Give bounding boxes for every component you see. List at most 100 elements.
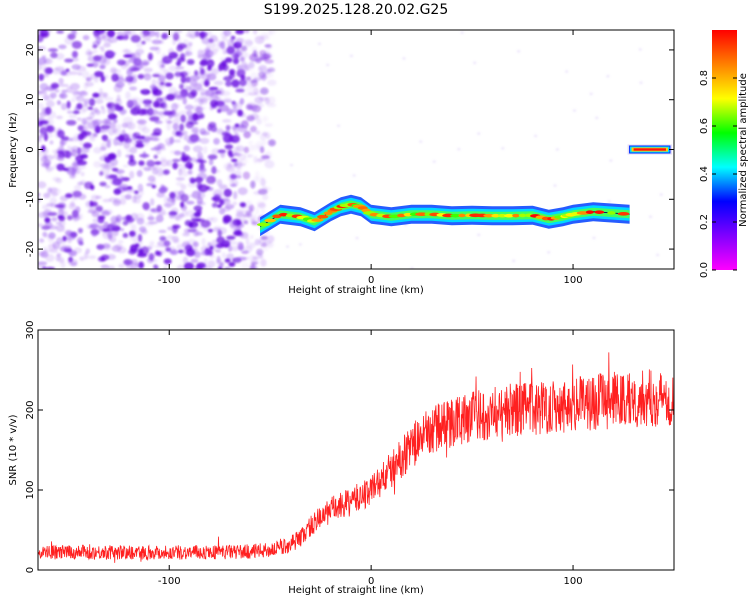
noise-blob: [55, 177, 63, 184]
noise-blob: [126, 149, 131, 153]
noise-blob: [224, 144, 234, 150]
signal-track-layer: [257, 144, 672, 237]
noise-blob: [163, 203, 173, 208]
noise-blob: [202, 145, 208, 154]
noise-blob: [193, 205, 203, 212]
noise-blob: [118, 240, 124, 244]
noise-blob: [130, 262, 140, 269]
noise-blob: [70, 97, 76, 103]
noise-blob: [78, 102, 86, 108]
noise-blob: [233, 160, 243, 169]
noise-blob: [137, 183, 144, 192]
noise-blob: [253, 155, 258, 164]
noise-blob: [246, 102, 257, 109]
noise-blob: [232, 107, 239, 114]
noise-blob: [250, 113, 259, 121]
noise-blob: [255, 90, 262, 97]
noise-blob: [63, 69, 72, 77]
noise-blob: [267, 96, 276, 105]
noise-blob: [185, 210, 196, 217]
noise-blob: [100, 264, 110, 269]
noise-blob: [168, 65, 178, 72]
noise-blob: [220, 151, 225, 157]
noise-blob: [197, 54, 208, 60]
noise-blob: [260, 208, 266, 214]
noise-blob: [190, 218, 202, 222]
noise-blob: [210, 216, 218, 223]
noise-blob: [256, 248, 264, 256]
noise-blob: [115, 214, 122, 223]
noise-blob: [236, 211, 244, 218]
noise-blob: [179, 71, 188, 77]
noise-blob: [241, 204, 247, 209]
noise-blob: [41, 204, 48, 210]
noise-blob: [257, 66, 263, 73]
noise-blob: [102, 198, 112, 203]
snr-frame: [37, 329, 675, 571]
noise-blob: [128, 57, 139, 64]
noise-blob: [221, 252, 227, 259]
noise-blob: [182, 39, 189, 45]
noise-blob: [60, 102, 67, 111]
noise-blob: [163, 103, 168, 111]
noise-blob: [254, 206, 260, 216]
noise-blob: [139, 73, 150, 77]
noise-blob: [127, 159, 137, 166]
noise-blob: [73, 184, 82, 191]
noise-blob: [194, 251, 201, 259]
noise-blob: [173, 90, 184, 98]
noise-blob: [152, 168, 159, 175]
noise-blob: [223, 188, 232, 198]
noise-blob: [259, 133, 266, 141]
noise-blob: [67, 215, 73, 221]
noise-blob: [50, 82, 60, 89]
noise-blob: [156, 146, 167, 151]
noise-blob: [123, 141, 131, 150]
noise-blob: [186, 43, 193, 47]
noise-blob: [68, 114, 78, 119]
noise-blob: [106, 139, 112, 149]
noise-blob: [638, 48, 642, 51]
noise-blob: [149, 198, 155, 206]
noise-blob: [182, 97, 187, 105]
noise-blob: [240, 261, 250, 269]
noise-blob: [589, 92, 593, 96]
noise-blob: [211, 68, 219, 76]
noise-blob: [45, 266, 56, 269]
noise-blob: [233, 230, 243, 237]
noise-blob: [178, 132, 183, 139]
noise-blob: [42, 231, 48, 237]
noise-blob: [211, 239, 218, 248]
noise-blob: [219, 262, 226, 266]
noise-blob: [154, 161, 162, 165]
noise-blob: [93, 228, 102, 234]
noise-blob: [41, 145, 46, 152]
noise-blob: [82, 34, 90, 41]
noise-blob: [188, 164, 193, 170]
noise-blob: [135, 213, 145, 222]
noise-blob: [79, 153, 88, 159]
noise-blob: [100, 167, 111, 176]
signal-hotspot: [594, 210, 605, 214]
noise-blob: [45, 100, 55, 108]
noise-blob: [120, 194, 126, 199]
noise-blob: [206, 175, 216, 185]
noise-blob: [149, 240, 155, 245]
noise-blob: [254, 238, 261, 246]
noise-blob: [55, 221, 62, 225]
noise-blob: [176, 264, 186, 269]
noise-blob: [248, 144, 254, 152]
noise-blob: [223, 76, 233, 82]
noise-blob: [355, 236, 359, 240]
noise-blob: [218, 64, 223, 72]
noise-blob: [154, 264, 159, 269]
noise-blob: [40, 74, 50, 78]
noise-blob: [64, 152, 74, 156]
noise-blob: [142, 34, 152, 40]
noise-blob: [231, 51, 238, 60]
noise-blob: [85, 248, 91, 254]
noise-blob: [116, 149, 122, 158]
noise-blob: [111, 73, 119, 82]
noise-blob: [114, 243, 124, 250]
snr-x-tick-label: 100: [564, 576, 583, 587]
